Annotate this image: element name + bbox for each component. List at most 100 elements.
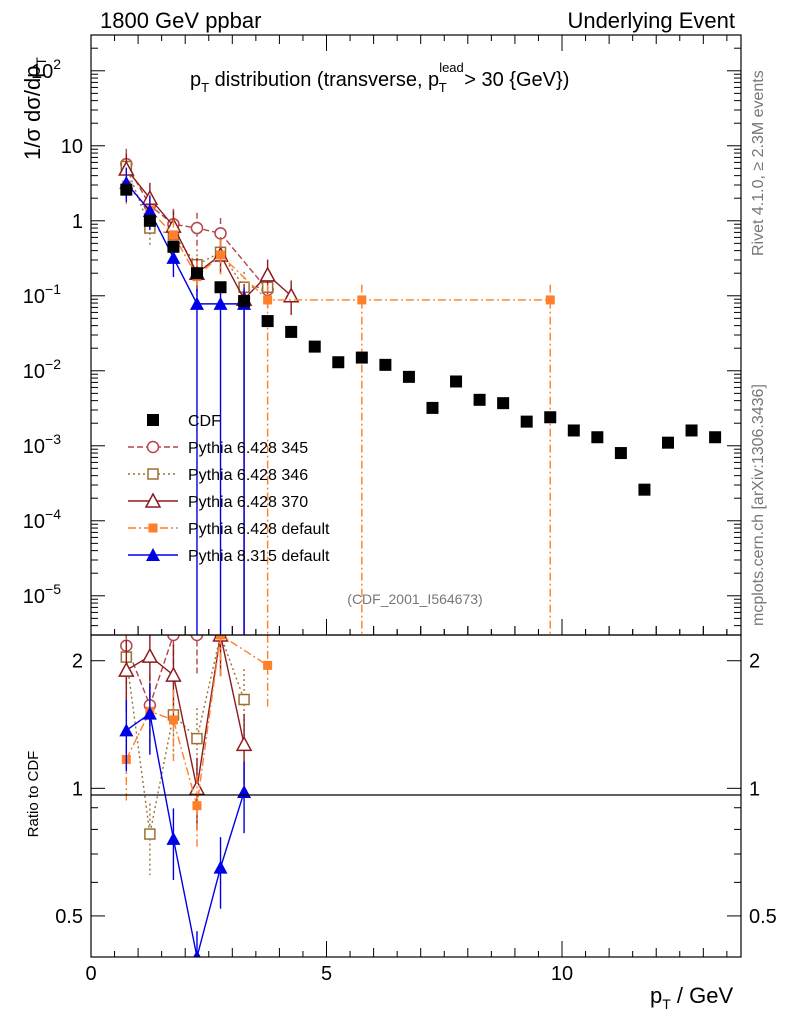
main-y-tick-label: 10−5 [23, 581, 61, 608]
data-point [355, 351, 368, 364]
ratio-point [193, 950, 201, 957]
ratio-point [118, 661, 135, 677]
ratio-frame [90, 634, 742, 958]
series-line [125, 182, 245, 305]
analysis-watermark: (CDF_2001_I564673) [347, 591, 482, 607]
data-point [190, 267, 203, 280]
data-point [544, 411, 557, 424]
legend-item: Pythia 6.428 345 [128, 440, 308, 457]
ratio-point [166, 831, 181, 845]
ratio-y-tick-label: 1 [72, 778, 83, 800]
legend-item: Pythia 8.315 default [128, 548, 330, 565]
ratio-line [125, 635, 245, 789]
main-y-tick-label: 1 [72, 211, 83, 233]
mcplots-label: mcplots.cern.ch [arXiv:1306.3436] [750, 384, 767, 626]
data-point [426, 401, 439, 414]
ratio-point [216, 635, 226, 640]
ratio-point [238, 693, 250, 706]
legend-marker [148, 523, 158, 533]
data-point [497, 397, 510, 410]
data-point [379, 358, 392, 371]
main-y-tick-label: 10−3 [23, 431, 61, 458]
data-point [308, 340, 321, 353]
ratio-line [125, 712, 245, 957]
legend-label: Pythia 6.428 370 [188, 494, 308, 511]
legend-marker [146, 548, 160, 561]
ratio-point [213, 860, 228, 874]
ratio-point [192, 801, 202, 811]
data-point [120, 183, 133, 196]
mc-point [166, 250, 181, 264]
legend-label: CDF [188, 413, 221, 430]
plot-title: pT distribution (transverse, plead T > 30… [190, 60, 569, 95]
x-tick-label: 0 [85, 963, 96, 985]
ratio-point [191, 732, 203, 745]
ratio-point [168, 715, 178, 725]
ratio-series-layer [118, 635, 273, 957]
header-right: Underlying Event [567, 8, 735, 33]
legend-label: Pythia 6.428 default [188, 521, 330, 538]
legend-label: Pythia 8.315 default [188, 548, 330, 565]
series-line [125, 184, 551, 301]
series-0 [120, 183, 722, 496]
main-frame [90, 34, 742, 636]
ratio-point [263, 660, 273, 670]
ratio-point [165, 666, 182, 682]
ratio-point [119, 723, 134, 737]
mc-point [168, 230, 178, 240]
rivet-label: Rivet 4.1.0, ≥ 2.3M events [750, 70, 767, 256]
ratio-point [141, 647, 159, 663]
ratio-y-tick-label-right: 2 [749, 651, 760, 673]
ratio-point [237, 785, 252, 799]
data-point [143, 214, 156, 227]
ratio-y-tick-label: 2 [72, 651, 83, 673]
ratio-axis-ticks: 0.5 0.5 1 1 2 2 [55, 651, 777, 928]
mc-point [216, 250, 226, 260]
data-point [332, 356, 345, 369]
legend-item: Pythia 6.428 370 [128, 492, 308, 511]
legend-label: Pythia 6.428 346 [188, 467, 308, 484]
data-point [591, 431, 604, 444]
main-y-tick-label: 102 [31, 56, 61, 83]
x-axis-ticks: 0 5 10 [85, 35, 728, 985]
ratio-series-3 [118, 635, 253, 830]
data-point [167, 240, 180, 253]
x-axis-label: pT / GeV [650, 983, 733, 1012]
y-axis-label: 1/σ dσ/dpT [20, 57, 49, 160]
ratio-series-2 [120, 635, 250, 876]
x-tick-label: 10 [551, 963, 573, 985]
mc-point [190, 221, 204, 235]
mc-point [259, 266, 276, 282]
series-4 [121, 169, 555, 635]
ratio-y-tick-label-right: 1 [749, 778, 760, 800]
mc-point [189, 296, 204, 310]
main-y-tick-label: 10−4 [23, 506, 61, 533]
data-point [567, 424, 580, 437]
ratio-y-tick-label-right: 0.5 [749, 906, 777, 928]
legend-marker [147, 414, 159, 426]
legend-item: Pythia 6.428 346 [128, 467, 308, 484]
ratio-point [235, 735, 253, 752]
mc-point [263, 295, 273, 305]
legend: CDF Pythia 6.428 345 Pythia 6.428 346 Pythi… [128, 413, 330, 565]
legend-item: Pythia 6.428 default [128, 521, 330, 538]
data-point [450, 375, 463, 388]
main-y-tick-label: 10−2 [23, 356, 61, 383]
ratio-y-tick-label: 0.5 [55, 906, 83, 928]
data-point [238, 295, 251, 308]
mc-point [142, 204, 157, 218]
data-point [638, 483, 651, 496]
data-point [661, 436, 674, 449]
ratio-axis-label: Ratio to CDF [25, 751, 42, 838]
mc-point [282, 287, 300, 303]
data-point [614, 447, 627, 460]
main-axis-ticks: 102 10 1 10−1 10−2 10−3 10−4 10−5 [23, 34, 741, 636]
legend-marker [144, 492, 162, 508]
header-left: 1800 GeV ppbar [100, 8, 261, 33]
ratio-point [190, 635, 204, 642]
legend-marker [147, 468, 159, 480]
x-tick-label: 5 [321, 963, 332, 985]
ratio-line [125, 635, 197, 708]
legend-marker [146, 440, 160, 454]
data-point [261, 315, 274, 328]
